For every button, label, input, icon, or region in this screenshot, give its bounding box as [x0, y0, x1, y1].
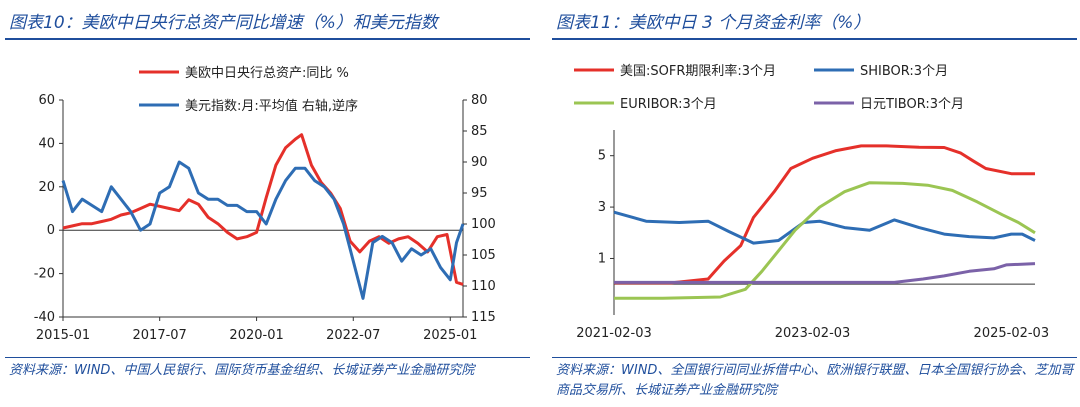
right-series-2-line	[614, 181, 1036, 300]
left-title-rule	[5, 38, 530, 40]
right-series-0-line	[614, 144, 1035, 285]
y-right-tick-label: 95	[471, 186, 488, 201]
y-right-tick-label: 80	[471, 93, 488, 108]
y-tick-label: 1	[598, 251, 606, 266]
y-tick-label: 3	[598, 200, 606, 215]
x-tick-label: 2025-02-03	[974, 326, 1050, 341]
right-source-note: 资料来源：WIND、全国银行间同业拆借中心、欧洲银行联盟、日本全国银行协会、芝加…	[556, 363, 1074, 398]
y-left-tick-label: 20	[38, 180, 55, 195]
y-left-tick-label: -20	[34, 267, 55, 282]
x-tick-label: 2025-01	[423, 328, 477, 343]
x-tick-label: 2022-07	[326, 328, 380, 343]
left-source-rule	[5, 357, 530, 358]
y-left-tick-label: -40	[34, 310, 55, 325]
right-title-rule	[552, 38, 1077, 40]
y-right-tick-label: 115	[471, 310, 496, 325]
y-right-tick-label: 90	[471, 155, 488, 170]
y-left-tick-label: 0	[47, 223, 55, 238]
right-legend-label: 美国:SOFR期限利率:3个月	[620, 63, 776, 79]
y-left-tick-label: 40	[38, 136, 55, 151]
right-series-1-line	[613, 210, 1036, 245]
x-tick-label: 2020-01	[229, 328, 283, 343]
right-legend-label: EURIBOR:3个月	[620, 97, 717, 112]
y-tick-label: 5	[598, 149, 606, 164]
right-chart-panel: 图表11：美欧中日 3 个月资金利率（%） 5 3 1 2021-02-03 2023-…	[552, 0, 1077, 407]
x-tick-label: 2015-01	[36, 328, 90, 343]
right-source-rule	[552, 357, 1077, 358]
x-tick-label: 2021-02-03	[576, 326, 652, 341]
x-tick-label: 2017-07	[133, 328, 187, 343]
left-chart-panel: 图表10：美欧中日央行总资产同比增速（%）和美元指数 60 40 20 0 -20 -40…	[5, 0, 530, 407]
right-legend-label: SHIBOR:3个月	[860, 64, 948, 79]
right-chart-title: 图表11：美欧中日 3 个月资金利率（%）	[556, 13, 871, 33]
left-source-note: 资料来源：WIND、中国人民银行、国际货币基金组织、长城证券产业金融研究院	[9, 363, 475, 378]
left-chart-svg: 60 40 20 0 -20 -40 80 85 90 95 100 105 110 115 2015-01…	[34, 66, 496, 343]
y-right-tick-label: 85	[471, 124, 488, 139]
right-chart-svg: 5 3 1 2021-02-03 2023-02-03 2025-02-03 美国:SOFR…	[574, 63, 1050, 341]
left-legend-label: 美元指数:月:平均值 右轴,逆序	[185, 98, 358, 114]
x-tick-label: 2023-02-03	[775, 326, 851, 341]
y-right-tick-label: 105	[471, 248, 496, 263]
y-left-tick-label: 60	[38, 93, 55, 108]
right-legend-label: 日元TIBOR:3个月	[860, 97, 964, 112]
left-chart-title: 图表10：美欧中日央行总资产同比增速（%）和美元指数	[9, 13, 438, 33]
left-series-1-line	[61, 160, 465, 300]
y-right-tick-label: 110	[471, 279, 496, 294]
right-series-3-line	[614, 262, 1036, 284]
left-legend-label: 美欧中日央行总资产:同比 %	[185, 66, 349, 81]
y-right-tick-label: 100	[471, 217, 496, 232]
